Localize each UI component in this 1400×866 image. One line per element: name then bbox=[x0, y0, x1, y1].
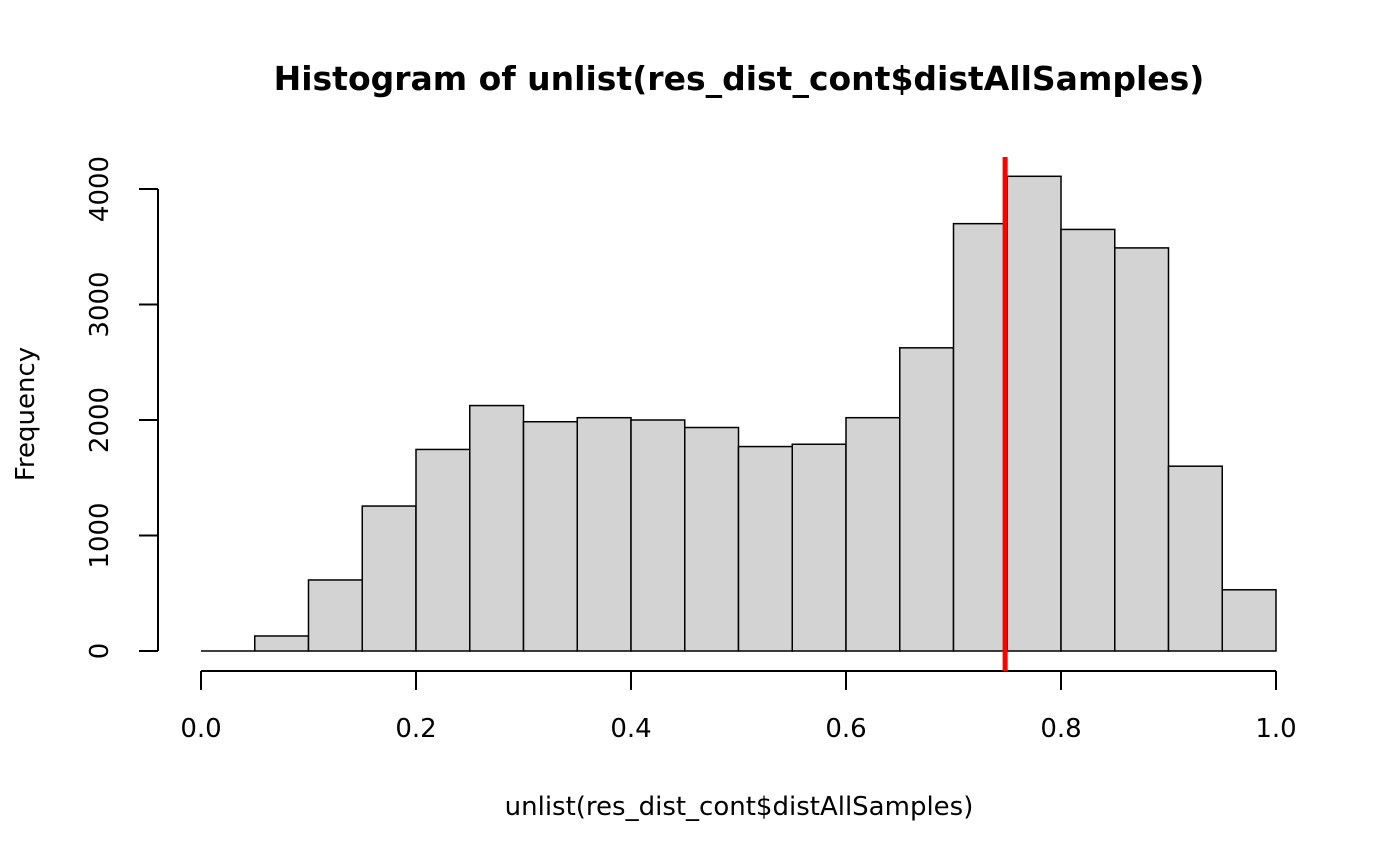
histogram-bar bbox=[1060, 228, 1116, 652]
x-tick-label: 0.8 bbox=[1040, 714, 1081, 744]
histogram-bar bbox=[469, 404, 525, 652]
histogram-bar bbox=[899, 347, 955, 652]
y-tick-label: 2000 bbox=[85, 387, 115, 453]
histogram-bar bbox=[1167, 465, 1223, 652]
y-axis-label: Frequency bbox=[11, 347, 41, 481]
x-axis-label: unlist(res_dist_cont$distAllSamples) bbox=[505, 792, 974, 822]
x-tick-label: 0.6 bbox=[825, 714, 866, 744]
chart-title: Histogram of unlist(res_dist_cont$distAl… bbox=[274, 59, 1205, 98]
histogram-bar bbox=[1221, 589, 1277, 652]
histogram-bar bbox=[522, 420, 578, 652]
histogram-bar bbox=[1114, 247, 1170, 652]
x-tick-label: 0.2 bbox=[395, 714, 436, 744]
histogram-bar bbox=[737, 445, 793, 652]
histogram-bar bbox=[791, 443, 847, 652]
histogram-bar bbox=[415, 448, 471, 652]
histogram-bar bbox=[1006, 175, 1062, 652]
x-tick-label: 1.0 bbox=[1255, 714, 1296, 744]
histogram-bar bbox=[630, 419, 686, 652]
histogram-bar bbox=[952, 222, 1008, 652]
y-tick-label: 3000 bbox=[85, 271, 115, 337]
x-axis: 0.0 0.2 0.4 0.6 0.8 1.0 bbox=[180, 670, 1297, 744]
y-tick-label: 1000 bbox=[85, 502, 115, 568]
y-tick-label: 4000 bbox=[85, 156, 115, 222]
x-tick-label: 0.4 bbox=[610, 714, 651, 744]
histogram-bar bbox=[845, 416, 901, 652]
histogram-bar bbox=[684, 426, 740, 652]
histogram-bar bbox=[254, 635, 310, 652]
y-tick-label: 0 bbox=[85, 643, 115, 660]
y-axis: 0 1000 2000 3000 4000 bbox=[85, 156, 159, 660]
histogram-bar bbox=[307, 579, 363, 652]
histogram-bars bbox=[201, 175, 1277, 652]
histogram-bar bbox=[361, 505, 417, 652]
x-tick-label: 0.0 bbox=[180, 714, 221, 744]
histogram-bar bbox=[576, 416, 632, 652]
